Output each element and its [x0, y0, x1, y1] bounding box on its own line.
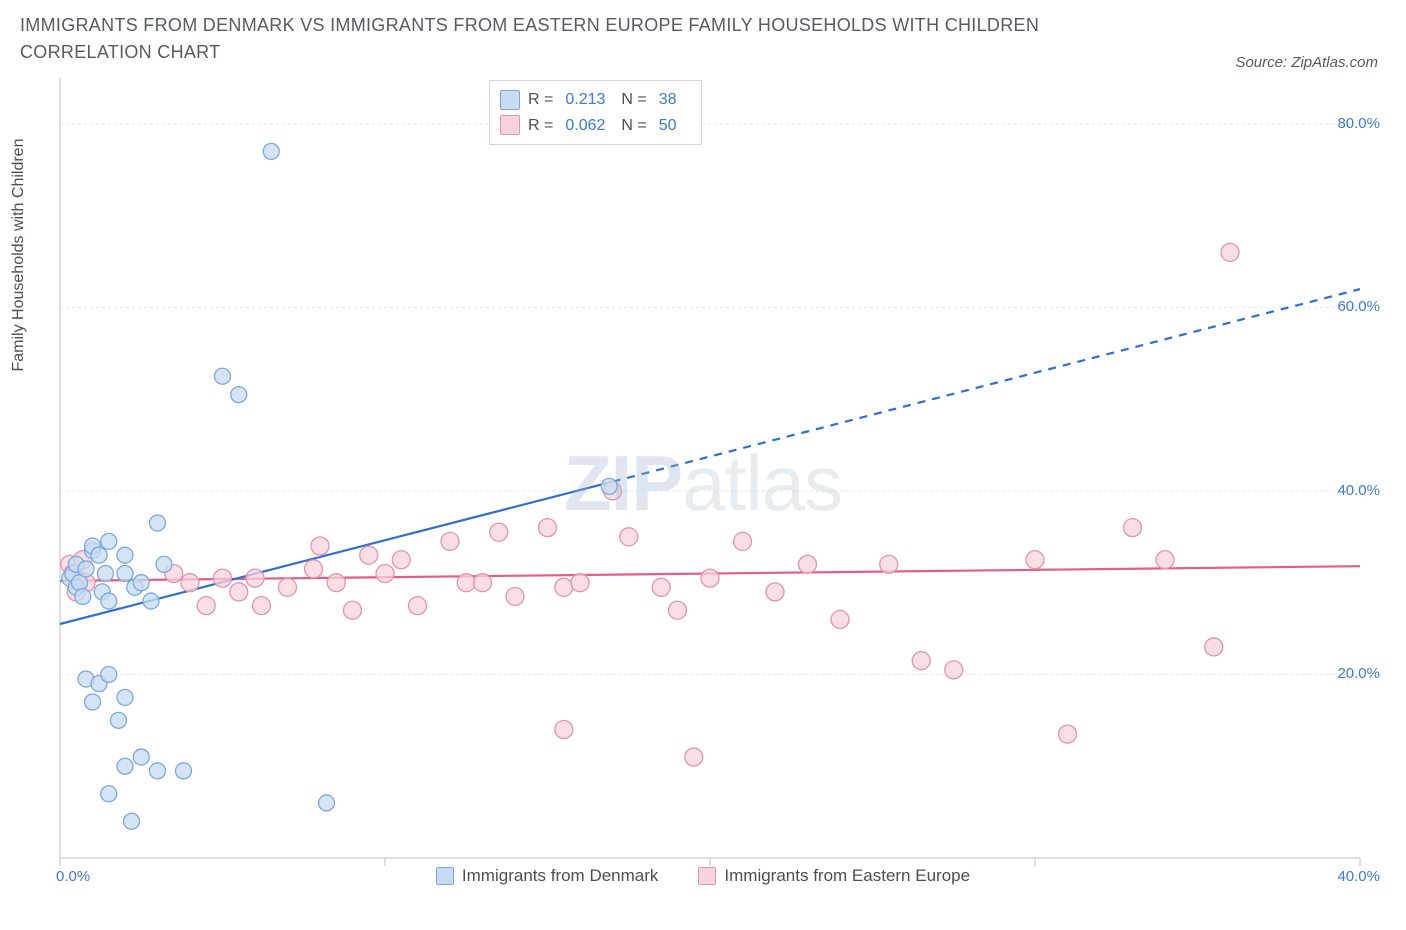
chart-title: IMMIGRANTS FROM DENMARK VS IMMIGRANTS FR…: [20, 12, 1160, 66]
series-legend: Immigrants from Denmark Immigrants from E…: [20, 866, 1386, 898]
y-tick-label: 20.0%: [1337, 665, 1380, 682]
legend-swatch: [500, 90, 520, 110]
legend-r-value: 0.213: [565, 87, 605, 113]
legend-row: R = 0.062 N = 50: [500, 113, 685, 139]
series-legend-item: Immigrants from Eastern Europe: [698, 866, 970, 886]
series-legend-item: Immigrants from Denmark: [436, 866, 658, 886]
legend-row: R = 0.213 N = 38: [500, 87, 685, 113]
legend-r-value: 0.062: [565, 113, 605, 139]
x-tick-label: 40.0%: [1337, 868, 1380, 885]
y-tick-label: 60.0%: [1337, 298, 1380, 315]
chart-area: Family Households with Children ZIPatlas…: [20, 78, 1386, 898]
series-name: Immigrants from Eastern Europe: [724, 866, 970, 886]
legend-n-value: 38: [659, 87, 677, 113]
series-name: Immigrants from Denmark: [462, 866, 658, 886]
scatter-plot: [60, 78, 1360, 858]
y-axis-label: Family Households with Children: [10, 139, 28, 372]
legend-n-label: N =: [621, 113, 646, 139]
legend-swatch: [500, 115, 520, 135]
legend-r-label: R =: [528, 113, 553, 139]
correlation-legend: R = 0.213 N = 38 R = 0.062 N = 50: [489, 80, 702, 145]
legend-swatch: [698, 867, 716, 885]
legend-n-value: 50: [659, 113, 677, 139]
x-tick-label: 0.0%: [56, 868, 90, 885]
y-tick-label: 40.0%: [1337, 482, 1380, 499]
legend-r-label: R =: [528, 87, 553, 113]
legend-swatch: [436, 867, 454, 885]
legend-n-label: N =: [621, 87, 646, 113]
source-label: Source: ZipAtlas.com: [1235, 54, 1378, 71]
y-tick-label: 80.0%: [1337, 115, 1380, 132]
